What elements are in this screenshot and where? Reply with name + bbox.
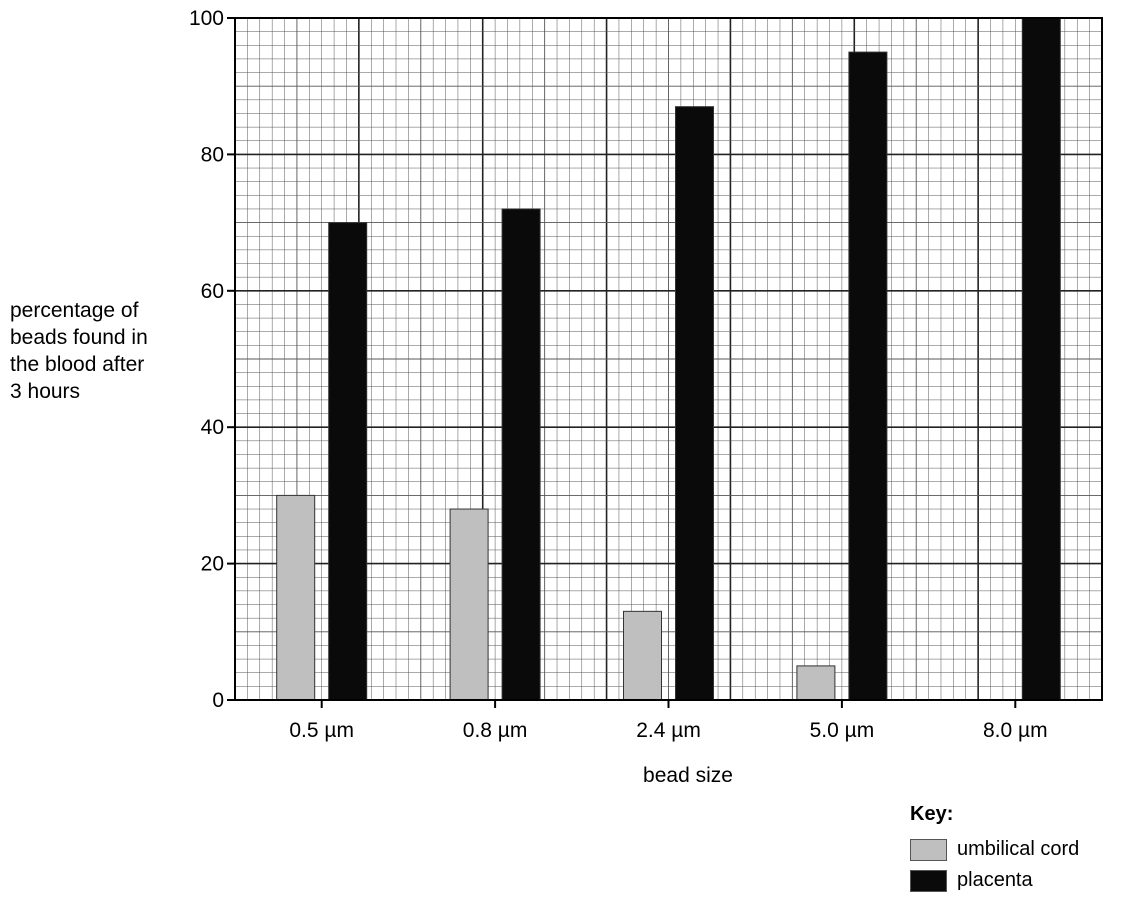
y-tick-label: 0 [212,689,224,712]
x-axis-label: bead size [643,764,733,787]
legend-item-umbilical-cord: umbilical cord [910,834,1079,865]
bar-umbilical-cord [276,494,316,701]
legend: Key: umbilical cord placenta [910,803,1079,896]
bar-placenta [1021,17,1061,701]
bar-placenta [501,208,541,701]
chart-ticks: 0 20 40 60 80 100 0.5 µm 0.8 µm 2.4 µm 5.0 µm 8.0 … [189,7,1048,742]
y-tick-label: 80 [201,143,224,166]
y-tick-label: 100 [189,7,224,30]
legend-label-umbilical-cord: umbilical cord [957,838,1080,860]
x-tick-label: 0.5 µm [289,719,354,742]
y-tick-label: 40 [201,416,224,439]
x-tick-label: 0.8 µm [463,719,528,742]
legend-swatch-umbilical-cord [910,838,947,861]
bar-umbilical-cord [623,610,662,701]
x-tick-label: 8.0 µm [983,719,1048,742]
y-tick-label: 20 [201,553,224,576]
legend-label-placenta: placenta [957,869,1033,891]
legend-item-placenta: placenta [910,865,1079,896]
bar-umbilical-cord [449,508,489,701]
chart-bars [276,17,1061,701]
y-tick-label: 60 [201,280,224,303]
legend-title: Key: [910,803,954,825]
bar-placenta [675,106,714,701]
bar-placenta [328,222,368,701]
y-axis-label: percentage of beads found in the blood a… [10,299,148,403]
x-tick-label: 2.4 µm [636,719,701,742]
x-tick-label: 5.0 µm [810,719,875,742]
bar-placenta [848,51,888,701]
legend-swatch-placenta [910,869,947,892]
bar-umbilical-cord [796,665,836,701]
